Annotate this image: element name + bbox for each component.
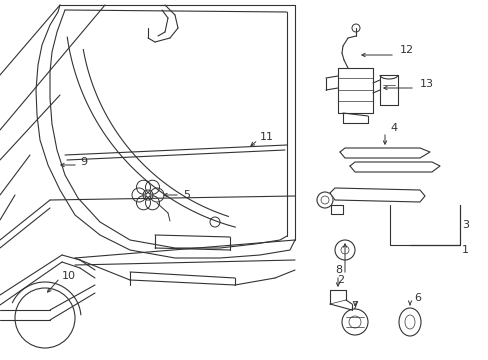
Text: 6: 6: [413, 293, 420, 303]
Text: 2: 2: [336, 275, 344, 285]
Text: 12: 12: [399, 45, 413, 55]
Text: 7: 7: [350, 301, 357, 311]
Text: 10: 10: [62, 271, 76, 281]
Text: 8: 8: [334, 265, 342, 275]
Text: 3: 3: [461, 220, 468, 230]
Polygon shape: [349, 162, 439, 172]
Text: 11: 11: [260, 132, 273, 142]
Text: 4: 4: [389, 123, 396, 133]
Polygon shape: [339, 148, 429, 158]
Text: 1: 1: [461, 245, 468, 255]
Text: 9: 9: [80, 157, 87, 167]
Polygon shape: [329, 188, 424, 202]
Text: 13: 13: [419, 79, 433, 89]
Text: 5: 5: [183, 190, 190, 200]
